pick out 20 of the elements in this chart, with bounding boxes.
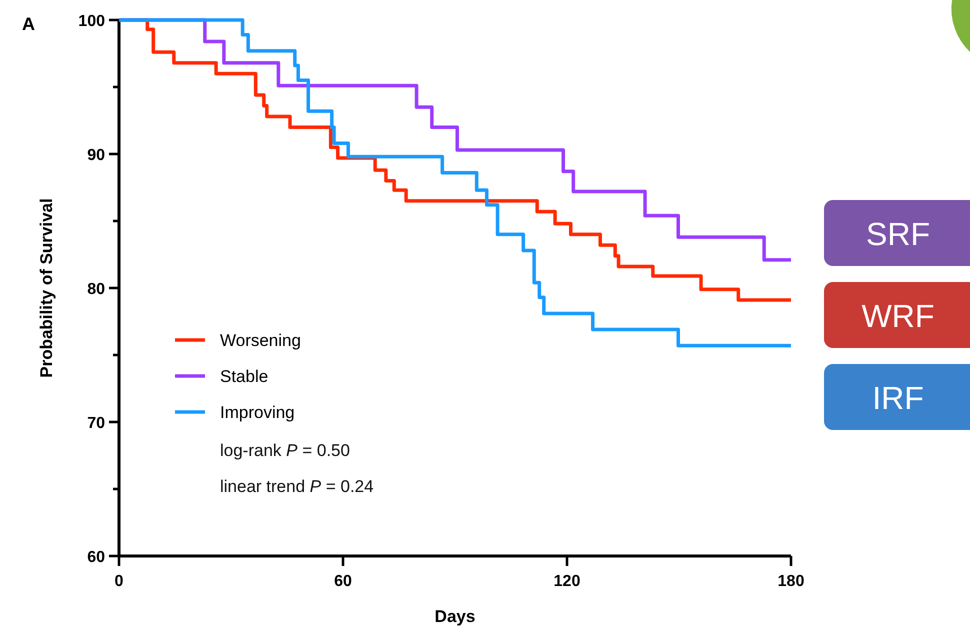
text: WRF bbox=[862, 298, 934, 334]
text: IRF bbox=[872, 380, 924, 416]
legend-label: Improving bbox=[220, 403, 295, 422]
x-axis-title: Days bbox=[434, 607, 476, 626]
annotation: log-rank P = 0.50 bbox=[220, 441, 350, 460]
x-tick-label: 60 bbox=[334, 573, 352, 590]
x-tick-label: 0 bbox=[114, 573, 124, 590]
y-tick-label: 60 bbox=[87, 549, 106, 566]
y-tick-label: 100 bbox=[78, 13, 106, 30]
y-tick-label: 70 bbox=[87, 415, 106, 432]
text: A bbox=[22, 14, 35, 34]
annotation: linear trend P = 0.24 bbox=[220, 477, 374, 496]
y-tick-label: 90 bbox=[87, 147, 106, 164]
legend-label: Stable bbox=[220, 367, 268, 386]
x-tick-label: 180 bbox=[778, 573, 804, 590]
x-tick-label: 120 bbox=[554, 573, 580, 590]
y-tick-label: 80 bbox=[87, 281, 106, 298]
text: SRF bbox=[866, 216, 930, 252]
y-axis-title: Probability of Survival bbox=[37, 198, 56, 378]
legend-label: Worsening bbox=[220, 331, 301, 350]
